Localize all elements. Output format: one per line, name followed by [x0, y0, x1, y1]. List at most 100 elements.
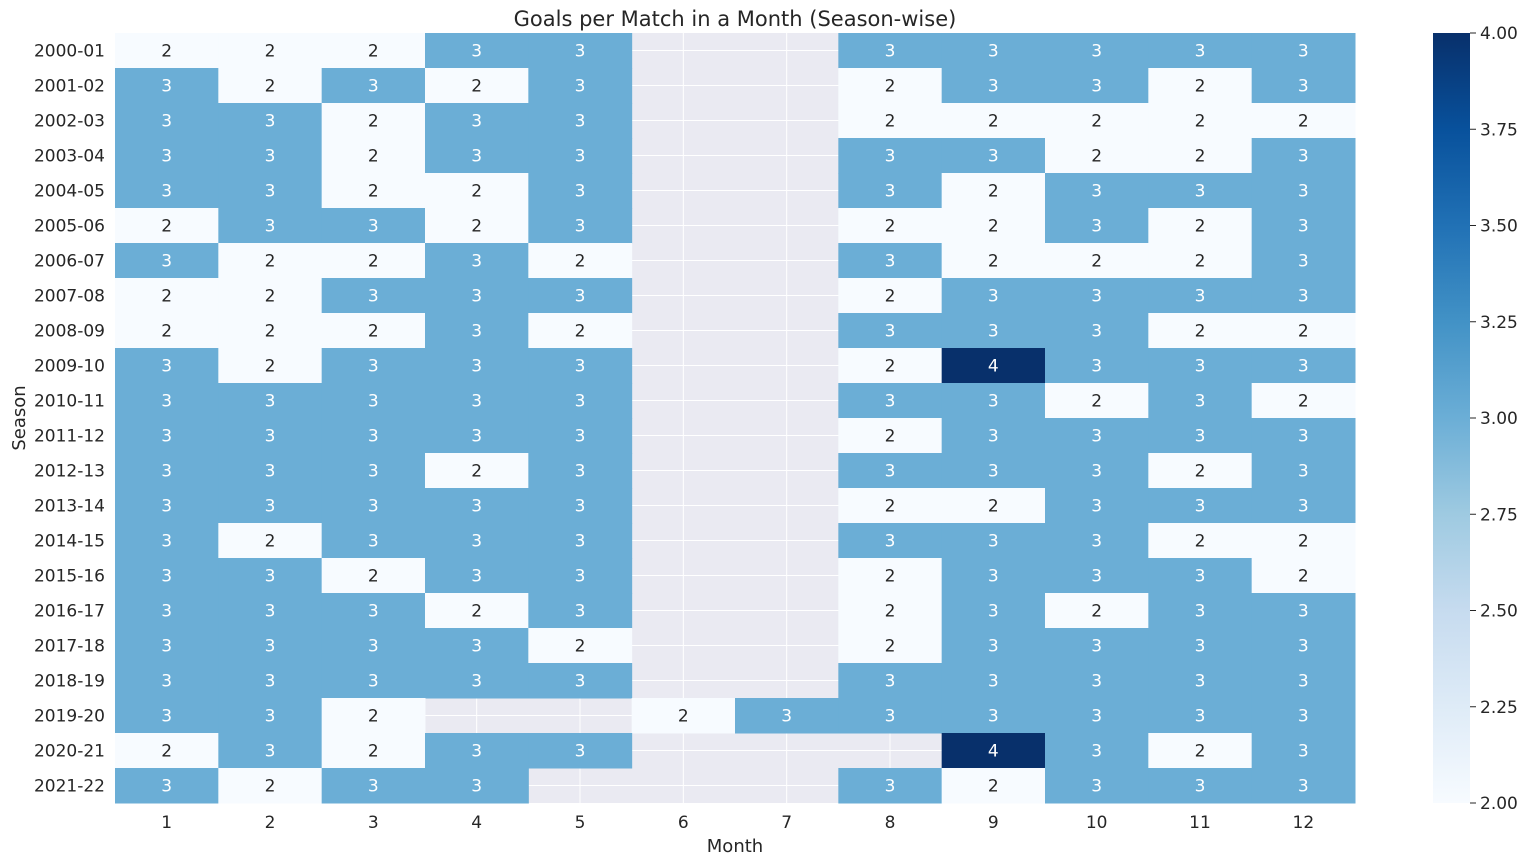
y-tick-label: 2001-02 — [34, 77, 105, 97]
cell-value-label: 2 — [265, 42, 276, 62]
heatmap-cell — [838, 628, 943, 664]
cell-value-label: 2 — [988, 777, 999, 797]
cell-value-label: 3 — [368, 427, 379, 447]
cell-value-label: 3 — [1195, 357, 1206, 377]
cell-value-label: 2 — [1298, 322, 1309, 342]
cell-value-label: 3 — [1298, 252, 1309, 272]
cell-value-label: 3 — [368, 532, 379, 552]
heatmap-cell — [115, 453, 219, 489]
heatmap-cell — [1045, 663, 1149, 699]
cell-value-label: 3 — [471, 672, 482, 692]
heatmap-cell — [1148, 208, 1253, 244]
heatmap-cell — [425, 733, 529, 769]
heatmap-cell — [528, 33, 633, 69]
cell-value-label: 3 — [988, 672, 999, 692]
heatmap-cell — [1251, 453, 1356, 489]
heatmap-cell — [321, 698, 426, 734]
cell-value-label: 3 — [161, 602, 172, 622]
heatmap-cell — [528, 418, 633, 454]
cell-value-label: 2 — [885, 287, 896, 307]
cell-value-label: 2 — [1195, 322, 1206, 342]
cell-value-label: 3 — [575, 112, 586, 132]
heatmap-cell — [321, 243, 426, 279]
cell-value-label: 2 — [1195, 217, 1206, 237]
heatmap-cell — [115, 523, 219, 559]
heatmap-cell — [1148, 383, 1253, 419]
x-tick-label: 3 — [368, 813, 379, 833]
cell-value-label: 3 — [368, 462, 379, 482]
heatmap-cell — [1251, 488, 1356, 524]
heatmap-cell — [321, 103, 426, 139]
heatmap-cell — [838, 593, 943, 629]
y-tick-label: 2014-15 — [34, 532, 105, 552]
heatmap-cell — [115, 278, 219, 314]
heatmap-cell — [528, 68, 633, 104]
cell-value-label: 3 — [161, 427, 172, 447]
heatmap-cell — [1251, 208, 1356, 244]
heatmap-cell — [1251, 313, 1356, 349]
cell-value-label: 3 — [1298, 742, 1309, 762]
heatmap-cell — [1045, 558, 1149, 594]
y-tick-label: 2012-13 — [34, 462, 105, 482]
cell-value-label: 2 — [265, 322, 276, 342]
heatmap-cell — [321, 663, 426, 699]
cell-value-label: 2 — [885, 217, 896, 237]
heatmap-cell — [218, 418, 323, 454]
heatmap-cell — [321, 33, 426, 69]
heatmap-cell — [838, 418, 943, 454]
x-tick-label: 12 — [1293, 813, 1315, 833]
cell-value-label: 3 — [161, 532, 172, 552]
cell-value-label: 3 — [265, 497, 276, 517]
heatmap-cell — [838, 313, 943, 349]
heatmap-cell — [1045, 33, 1149, 69]
cell-value-label: 3 — [265, 742, 276, 762]
heatmap-cell — [218, 313, 323, 349]
cell-value-label: 3 — [1195, 567, 1206, 587]
heatmap-cell — [1148, 558, 1253, 594]
heatmap-cell — [425, 208, 529, 244]
y-tick-label: 2018-19 — [34, 672, 105, 692]
cell-value-label: 4 — [988, 357, 999, 377]
cell-value-label: 3 — [368, 392, 379, 412]
heatmap-cell — [1251, 68, 1356, 104]
heatmap-cell — [941, 418, 1046, 454]
cell-value-label: 3 — [471, 42, 482, 62]
cell-value-label: 3 — [885, 707, 896, 727]
heatmap-cell — [1045, 488, 1149, 524]
cell-value-label: 3 — [1091, 357, 1102, 377]
heatmap-cell — [735, 698, 839, 734]
x-tick-label: 9 — [988, 813, 999, 833]
cell-value-label: 3 — [988, 567, 999, 587]
cell-value-label: 2 — [161, 217, 172, 237]
colorbar-tick-label: 3.75 — [1480, 120, 1518, 140]
heatmap-cell — [1045, 313, 1149, 349]
cell-value-label: 3 — [161, 672, 172, 692]
cell-value-label: 3 — [1298, 672, 1309, 692]
cell-value-label: 3 — [1091, 637, 1102, 657]
heatmap-cell — [321, 68, 426, 104]
colorbar-tick-label: 2.75 — [1480, 505, 1518, 525]
cell-value-label: 3 — [1195, 42, 1206, 62]
heatmap-cell — [528, 138, 633, 174]
colorbar-tick-label: 2.00 — [1480, 794, 1518, 814]
heatmap-cell — [1148, 68, 1253, 104]
x-axis-label: Month — [707, 836, 763, 857]
heatmap-cell — [321, 313, 426, 349]
heatmap-cell — [321, 173, 426, 209]
heatmap-cell — [1045, 628, 1149, 664]
heatmap-cell — [528, 733, 633, 769]
cell-value-label: 3 — [575, 77, 586, 97]
heatmap-cell — [941, 663, 1046, 699]
cell-value-label: 3 — [471, 637, 482, 657]
cell-value-label: 2 — [471, 182, 482, 202]
heatmap-cell — [115, 488, 219, 524]
cell-value-label: 3 — [161, 497, 172, 517]
heatmap-cell — [528, 313, 633, 349]
heatmap-cell — [941, 488, 1046, 524]
cell-value-label: 3 — [265, 672, 276, 692]
heatmap-cell — [425, 488, 529, 524]
heatmap-cell — [115, 768, 219, 804]
cell-value-label: 3 — [471, 252, 482, 272]
heatmap-cell — [218, 593, 323, 629]
heatmap-cell — [115, 208, 219, 244]
